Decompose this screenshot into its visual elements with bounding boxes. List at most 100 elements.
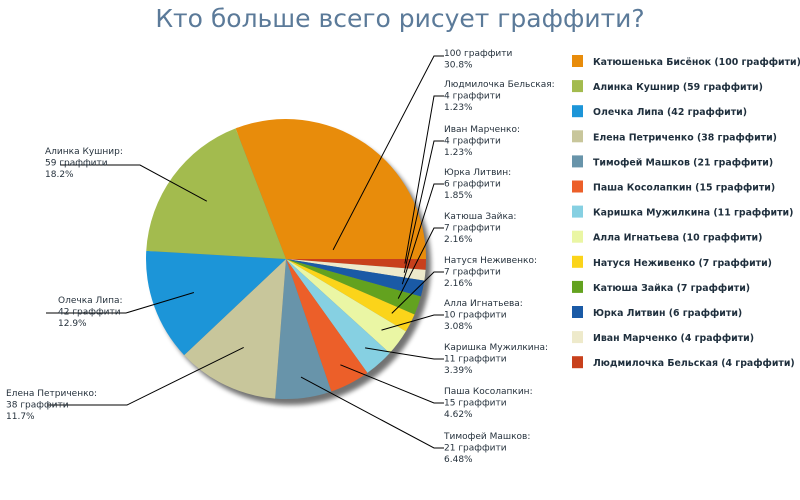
legend-item-алинка-кушнир: Алинка Кушнир (59 граффити) xyxy=(572,80,763,93)
legend-item-паша-косолапкин: Паша Косолапкин (15 граффити) xyxy=(572,180,775,194)
leader-line-алла-игнатьева xyxy=(381,314,444,331)
slice-label-line: 30.8% xyxy=(444,61,473,71)
legend-label: Натуся Неживенко (7 граффити) xyxy=(593,258,772,269)
slice-label-line: Тимофей Машков: xyxy=(443,432,530,442)
slice-label-line: 100 граффити xyxy=(444,49,512,59)
slice-label-line: 15 граффити xyxy=(444,399,507,409)
slice-label-line: Олечка Липа: xyxy=(58,296,123,306)
legend-item-юрка-литвин: Юрка Литвин (6 граффити) xyxy=(572,306,742,319)
leader-line-олечка-липа xyxy=(46,292,195,314)
legend: Катюшенька Бисёнок (100 граффити) Алинка … xyxy=(572,55,800,369)
slice-label-line: 12.9% xyxy=(58,319,87,329)
pie-slices xyxy=(146,119,426,400)
legend-label: Олечка Липа (42 граффити) xyxy=(593,107,747,118)
slice-label-line: Людмилочка Бельская: xyxy=(444,80,555,90)
pie-slice-катюшенька-бисёнок xyxy=(235,119,426,260)
slice-label-line: Иван Марченко: xyxy=(444,125,520,135)
pie-slice-алла-игнатьева xyxy=(286,259,406,354)
slice-label-line: 18.2% xyxy=(45,170,74,180)
slice-labels: 100 граффити 30.8% Людмилочка Бельская: 4 г… xyxy=(6,49,555,465)
legend-item-елена-петриченко: Елена Петриченко (38 граффити) xyxy=(572,130,777,143)
slice-label-line: 42 граффити xyxy=(58,308,121,318)
pie-slice-катюша-зайка xyxy=(286,259,421,315)
leader-line-паша-косолапкин xyxy=(340,364,444,404)
pie-slice-юрка-литвин xyxy=(286,259,425,297)
legend-item-тимофей-машков: Тимофей Машков (21 граффити) xyxy=(572,155,773,168)
legend-item-натуся-неживенко: Натуся Неживенко (7 граффити) xyxy=(572,255,772,269)
slice-label-line: Паша Косолапкин: xyxy=(444,387,533,397)
pie-slice-натуся-неживенко xyxy=(286,259,415,332)
legend-label: Катюша Зайка (7 граффити) xyxy=(593,283,750,294)
legend-swatch xyxy=(572,280,583,293)
legend-label: Иван Марченко (4 граффити) xyxy=(593,333,754,344)
legend-swatch xyxy=(572,105,583,118)
slice-label-line: Алинка Кушнир: xyxy=(45,147,123,157)
slice-label-line: 4 граффити xyxy=(444,137,501,147)
pie-slice-паша-косолапкин xyxy=(286,259,368,392)
legend-swatch xyxy=(572,356,583,369)
leader-line-людмилочка-бельская xyxy=(404,95,444,264)
leader-line-каришка-мужилкина xyxy=(365,347,444,360)
leader-line-елена-петриченко xyxy=(47,346,244,406)
leader-line-иван-марченко xyxy=(403,140,444,273)
leader-line-катюшенька-бисёнок xyxy=(332,55,444,251)
slice-label-катюшенька-бисёнок: 100 граффити 30.8% xyxy=(444,49,512,71)
legend-label: Тимофей Машков (21 граффити) xyxy=(593,157,773,168)
leader-line-катюша-зайка xyxy=(397,227,444,299)
legend-label: Катюшенька Бисёнок (100 граффити) xyxy=(593,57,800,68)
slice-label-line: 1.23% xyxy=(444,148,473,158)
legend-swatch xyxy=(572,55,583,67)
slice-label-line: Натуся Неживенко: xyxy=(444,256,537,266)
slice-label-line: 1.85% xyxy=(444,191,473,201)
leader-lines xyxy=(46,55,444,449)
slice-label-line: 2.16% xyxy=(444,235,473,245)
legend-swatch xyxy=(572,180,583,193)
slice-label-line: 4 граффити xyxy=(444,92,501,102)
leader-line-юрка-литвин xyxy=(401,183,444,285)
legend-item-олечка-липа: Олечка Липа (42 граффити) xyxy=(572,105,747,118)
slice-label-line: Алла Игнатьева: xyxy=(444,299,523,309)
pie-slice-тимофей-машков xyxy=(275,259,332,400)
pie-slice-каришка-мужилкина xyxy=(286,259,390,373)
slice-label-line: 6 граффити xyxy=(444,180,501,190)
legend-item-каришка-мужилкина: Каришка Мужилкина (11 граффити) xyxy=(572,205,793,219)
pie-slice-алинка-кушнир xyxy=(146,128,286,259)
leader-line-тимофей-машков xyxy=(300,376,444,449)
legend-swatch xyxy=(572,80,583,93)
slice-label-line: Катюша Зайка: xyxy=(444,212,516,222)
legend-swatch xyxy=(572,255,583,268)
slice-label-line: Елена Петриченко: xyxy=(6,389,97,399)
slice-label-line: 38 граффити xyxy=(6,401,69,411)
slice-label-line: 10 граффити xyxy=(444,311,507,321)
legend-label: Юрка Литвин (6 граффити) xyxy=(593,308,742,319)
legend-item-катюшенька-бисёнок: Катюшенька Бисёнок (100 граффити) xyxy=(572,55,800,68)
slice-label-line: 7 граффити xyxy=(444,268,501,278)
pie-slice-иван-марченко xyxy=(286,259,426,281)
legend-swatch xyxy=(572,155,583,168)
slice-label-line: 59 граффити xyxy=(45,159,108,169)
slice-label-line: 1.23% xyxy=(444,103,473,113)
legend-label: Людмилочка Бельская (4 граффити) xyxy=(593,358,795,369)
slice-label-line: 3.39% xyxy=(444,366,473,376)
slice-label-line: 7 граффити xyxy=(444,224,501,234)
legend-swatch xyxy=(572,130,583,143)
legend-label: Каришка Мужилкина (11 граффити) xyxy=(593,208,793,219)
legend-item-алла-игнатьева: Алла Игнатьева (10 граффити) xyxy=(572,230,762,244)
legend-item-катюша-зайка: Катюша Зайка (7 граффити) xyxy=(572,280,750,294)
pie-slice-людмилочка-бельская xyxy=(286,259,426,270)
slice-label-line: 3.08% xyxy=(444,322,473,332)
legend-item-людмилочка-бельская: Людмилочка Бельская (4 граффити) xyxy=(572,356,795,369)
leader-line-натуся-неживенко xyxy=(391,271,444,314)
slice-label-line: 4.62% xyxy=(444,410,473,420)
legend-label: Елена Петриченко (38 граффити) xyxy=(593,132,777,143)
pie-slice-олечка-липа xyxy=(146,250,286,356)
legend-swatch xyxy=(572,230,583,243)
